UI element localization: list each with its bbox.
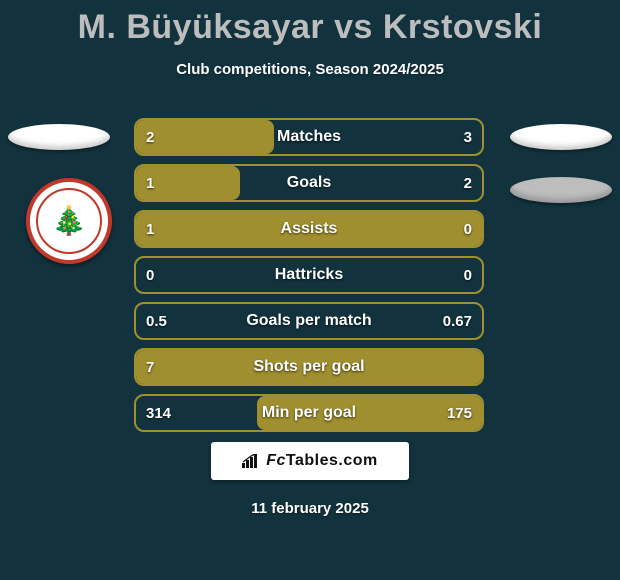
bar-track	[134, 164, 484, 202]
brand-text: FcTables.com	[266, 452, 378, 470]
team-logo-placeholder-left	[8, 124, 110, 150]
bar-track	[134, 348, 484, 386]
player2-name: Krstovski	[383, 8, 542, 46]
tree-icon: 🎄	[52, 207, 87, 235]
brand-chart-icon	[242, 454, 260, 468]
bar-fill	[136, 212, 482, 246]
bar-fill	[136, 350, 482, 384]
bar-track	[134, 394, 484, 432]
bar-track	[134, 256, 484, 294]
bar-row: Hattricks00	[134, 256, 484, 294]
bar-row: Assists10	[134, 210, 484, 248]
player1-name: M. Büyüksayar	[78, 8, 325, 46]
brand-bar[interactable]: FcTables.com	[211, 442, 409, 480]
bar-row: Min per goal314175	[134, 394, 484, 432]
bar-row: Shots per goal7	[134, 348, 484, 386]
bar-row: Goals per match0.50.67	[134, 302, 484, 340]
brand-fc: Fc	[266, 452, 286, 469]
club-badge: 🎄	[26, 178, 112, 264]
brand-rest: Tables.com	[286, 452, 378, 469]
bar-track	[134, 118, 484, 156]
team-logo-placeholder-right-2	[510, 177, 612, 203]
bar-row: Matches23	[134, 118, 484, 156]
subtitle: Club competitions, Season 2024/2025	[0, 61, 620, 78]
vs-text: vs	[334, 8, 373, 46]
page-title: M. Büyüksayar vs Krstovski	[0, 0, 620, 47]
bar-track	[134, 302, 484, 340]
bar-fill	[257, 396, 482, 430]
footer-date: 11 february 2025	[0, 500, 620, 517]
bar-fill	[136, 166, 240, 200]
bar-track	[134, 210, 484, 248]
comparison-bars: Matches23 Goals12 Assists10 Hattricks00 Goal…	[134, 118, 484, 440]
bar-fill	[136, 120, 274, 154]
club-badge-inner: 🎄	[36, 188, 102, 254]
bar-row: Goals12	[134, 164, 484, 202]
team-logo-placeholder-right-1	[510, 124, 612, 150]
